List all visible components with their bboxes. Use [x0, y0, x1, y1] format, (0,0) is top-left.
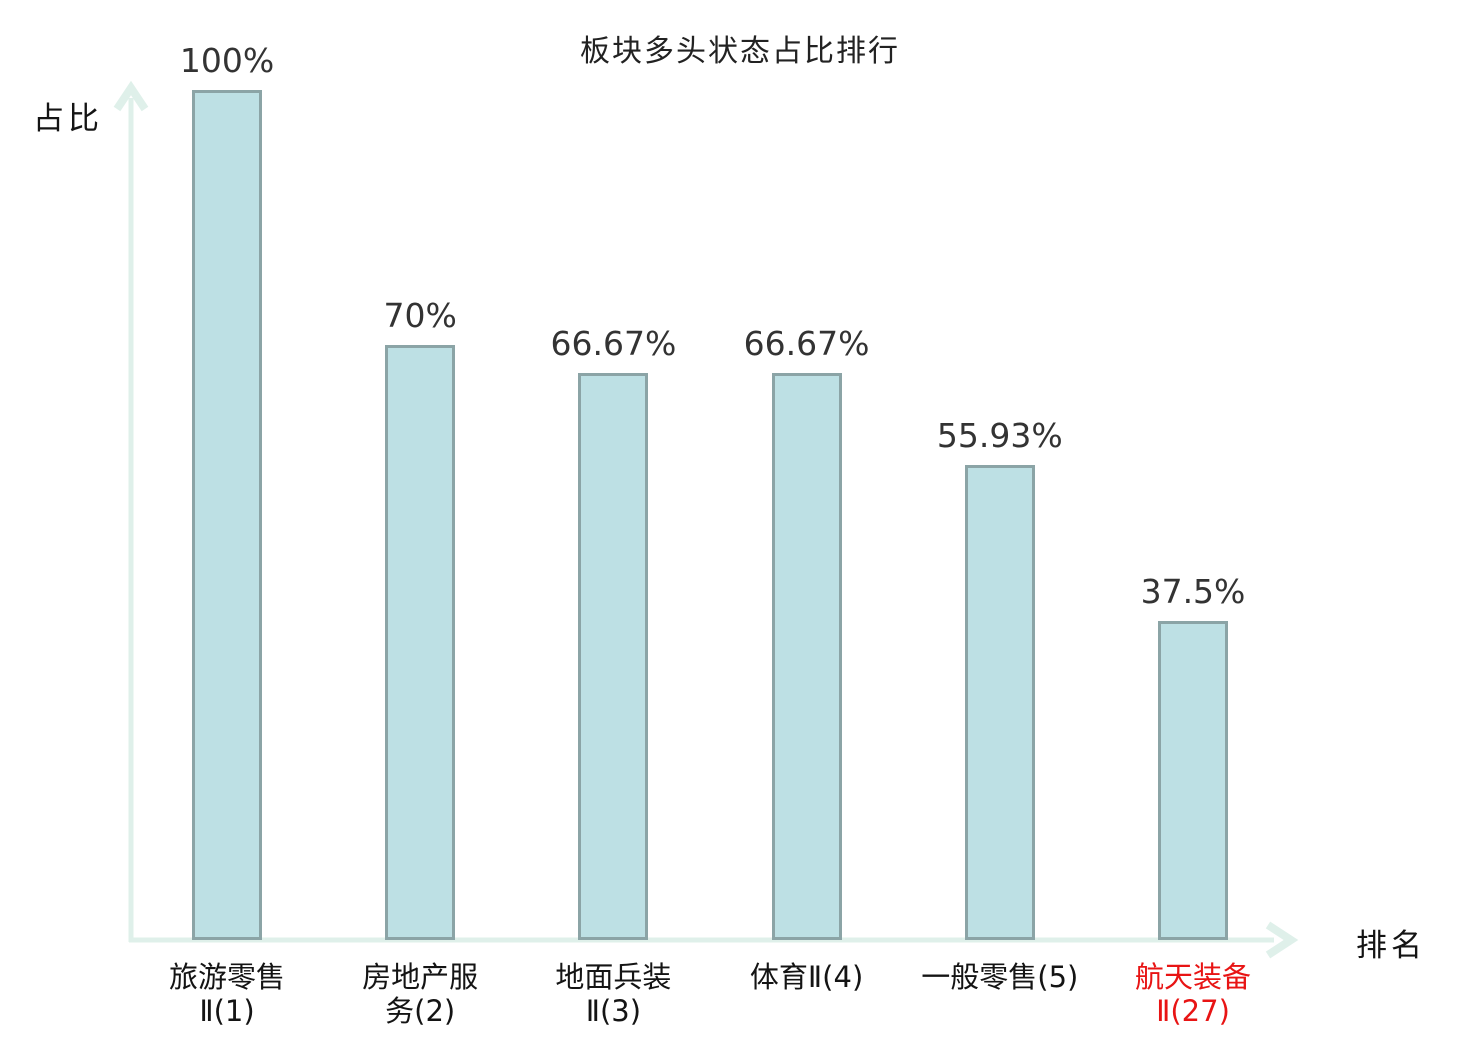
bar-category-label-line: Ⅱ(3) — [585, 994, 642, 1028]
bar-category-label: 旅游零售 Ⅱ(1) — [97, 960, 357, 1028]
x-axis-arrow-icon — [1265, 921, 1299, 959]
bar-category-label-line: Ⅱ(1) — [199, 994, 255, 1028]
chart-title: 板块多头状态占比排行 — [580, 34, 900, 69]
x-axis-label: 排名 — [1356, 928, 1426, 964]
bar-category-label: 房地产服 务(2) — [290, 960, 550, 1028]
bar-value-label: 70% — [383, 296, 457, 335]
bar-category-label-line: 航天装备 — [1134, 960, 1251, 994]
bar-value-label: 37.5% — [1140, 572, 1246, 612]
bar-value-label: 55.93% — [936, 415, 1063, 455]
bar-category-label-line: 一般零售(5) — [921, 960, 1079, 994]
bar — [771, 373, 842, 940]
y-axis-arrow-icon — [113, 80, 149, 112]
bar — [964, 464, 1035, 940]
bar — [578, 373, 649, 940]
y-axis-label: 占比 — [33, 101, 103, 137]
bar — [385, 345, 456, 940]
bar-value-label: 66.67% — [550, 324, 677, 364]
bar-category-label-line: Ⅱ(27) — [1156, 994, 1230, 1028]
bar-category-label: 体育Ⅱ(4) — [677, 960, 937, 994]
bar-category-label-line: 体育Ⅱ(4) — [749, 960, 864, 994]
bar — [192, 90, 262, 940]
bar-value-label: 66.67% — [743, 324, 870, 364]
bar-category-label: 一般零售(5) — [870, 960, 1130, 994]
bar-category-label-line: 旅游零售 — [168, 960, 285, 994]
bar-category-label-line: 房地产服 — [362, 960, 479, 994]
bar-category-label-line: 地面兵装 — [555, 960, 672, 994]
bar-category-label: 航天装备 Ⅱ(27) — [1063, 960, 1323, 1028]
bar-category-label: 地面兵装 Ⅱ(3) — [483, 960, 743, 1028]
bar — [1158, 621, 1228, 940]
bar-category-label-line: 务(2) — [385, 994, 456, 1028]
bar-value-label: 100% — [179, 41, 275, 80]
